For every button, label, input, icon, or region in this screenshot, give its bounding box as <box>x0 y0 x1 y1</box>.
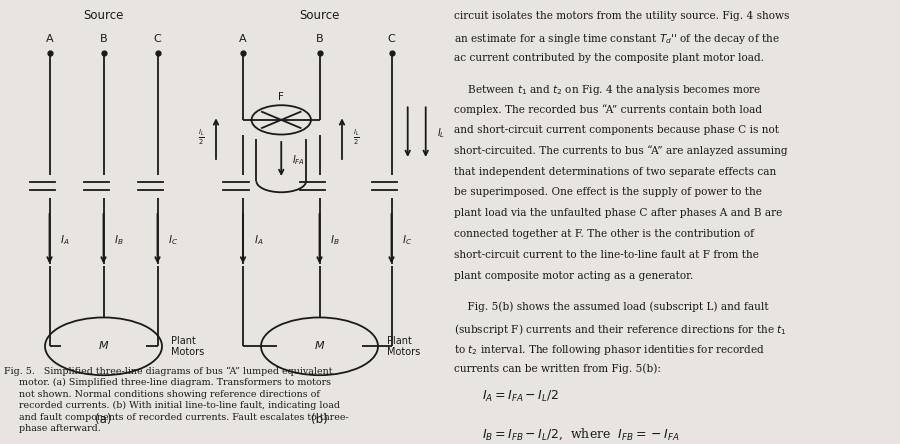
Text: short-circuit current to the line-to-line fault at F from the: short-circuit current to the line-to-lin… <box>454 250 760 260</box>
Text: complex. The recorded bus “A” currents contain both load: complex. The recorded bus “A” currents c… <box>454 104 762 115</box>
Text: $I_B$: $I_B$ <box>114 233 124 247</box>
Text: (a): (a) <box>95 413 112 426</box>
Text: Plant
Motors: Plant Motors <box>171 336 204 357</box>
Text: Between $t_1$ and $t_2$ on Fig. 4 the analysis becomes more: Between $t_1$ and $t_2$ on Fig. 4 the an… <box>454 83 761 97</box>
Text: ac current contributed by the composite plant motor load.: ac current contributed by the composite … <box>454 53 765 63</box>
Text: short-circuited. The currents to bus “A” are anlayzed assuming: short-circuited. The currents to bus “A”… <box>454 146 788 156</box>
Text: an estimate for a single time constant $T_d$'' of the decay of the: an estimate for a single time constant $… <box>454 32 780 46</box>
Text: plant composite motor acting as a generator.: plant composite motor acting as a genera… <box>454 271 694 281</box>
Text: $I_A = I_{FA} - I_L/2$: $I_A = I_{FA} - I_L/2$ <box>482 389 559 404</box>
Text: (b): (b) <box>311 413 328 426</box>
Text: B: B <box>100 34 107 44</box>
Text: connected together at F. The other is the contribution of: connected together at F. The other is th… <box>454 229 754 239</box>
Text: C: C <box>154 34 161 44</box>
Text: that independent determinations of two separate effects can: that independent determinations of two s… <box>454 166 777 177</box>
Text: Fig. 5(b) shows the assumed load (subscript L) and fault: Fig. 5(b) shows the assumed load (subscr… <box>454 301 770 312</box>
Text: (subscript F) currents and their reference directions for the $t_1$: (subscript F) currents and their referen… <box>454 322 788 337</box>
Text: M: M <box>99 341 108 351</box>
Text: $I_C$: $I_C$ <box>402 233 412 247</box>
Text: C: C <box>388 34 395 44</box>
Text: A: A <box>46 34 53 44</box>
Text: currents can be written from Fig. 5(b):: currents can be written from Fig. 5(b): <box>454 364 662 374</box>
Text: $I_B = I_{FB} - I_L/2$,  where  $I_{FB} = -I_{FA}$: $I_B = I_{FB} - I_L/2$, where $I_{FB} = … <box>482 427 680 442</box>
Text: $\frac{I_L}{2}$: $\frac{I_L}{2}$ <box>198 128 205 147</box>
Text: plant load via the unfaulted phase C after phases A and B are: plant load via the unfaulted phase C aft… <box>454 208 783 218</box>
Text: F: F <box>278 91 284 102</box>
Text: Source: Source <box>84 9 123 22</box>
Text: to $t_2$ interval. The following phasor identities for recorded: to $t_2$ interval. The following phasor … <box>454 343 766 357</box>
Text: $I_{FA}$: $I_{FA}$ <box>292 153 305 167</box>
Text: $\frac{I_L}{2}$: $\frac{I_L}{2}$ <box>353 128 360 147</box>
Text: Plant
Motors: Plant Motors <box>387 336 420 357</box>
Text: and short-circuit current components because phase C is not: and short-circuit current components bec… <box>454 125 779 135</box>
Text: Source: Source <box>300 9 339 22</box>
Text: Fig. 5.   Simplified three-line diagrams of bus “A” lumped equivalent
     motor: Fig. 5. Simplified three-line diagrams o… <box>4 366 348 433</box>
Text: $I_A$: $I_A$ <box>254 233 264 247</box>
Text: be superimposed. One effect is the supply of power to the: be superimposed. One effect is the suppl… <box>454 187 762 198</box>
Text: A: A <box>239 34 247 44</box>
Text: $I_L$: $I_L$ <box>436 126 445 140</box>
Text: $I_A$: $I_A$ <box>60 233 70 247</box>
Text: circuit isolates the motors from the utility source. Fig. 4 shows: circuit isolates the motors from the uti… <box>454 11 790 21</box>
Text: $I_C$: $I_C$ <box>168 233 178 247</box>
Text: $I_B$: $I_B$ <box>330 233 340 247</box>
Text: B: B <box>316 34 323 44</box>
Text: M: M <box>315 341 324 351</box>
